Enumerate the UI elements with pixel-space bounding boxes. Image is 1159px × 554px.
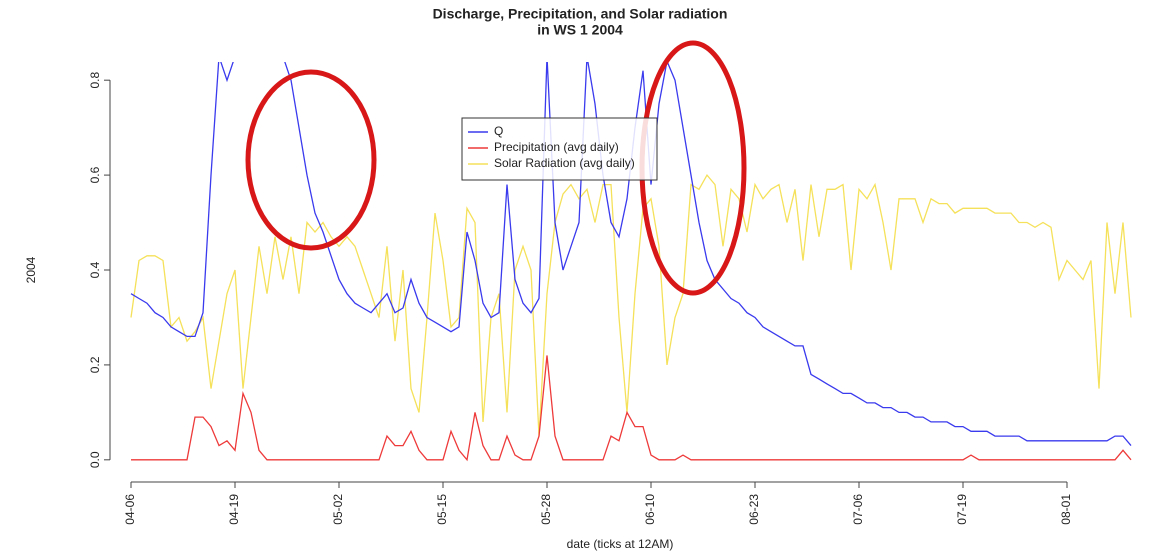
y-tick-label: 0.8 — [88, 72, 102, 89]
chart-subtitle: in WS 1 2004 — [537, 22, 623, 38]
y-tick-label: 0.0 — [88, 451, 102, 468]
legend-label: Q — [494, 124, 503, 138]
x-tick-label: 06-10 — [643, 494, 657, 525]
axes: 0.0 0.2 0.4 0.6 0.8 04-06 04-19 05-02 05-15 05-28… — [88, 72, 1073, 525]
x-tick-label: 04-19 — [227, 494, 241, 525]
series-line — [130, 173, 1132, 437]
y-tick-label: 0.4 — [88, 261, 102, 278]
legend-box — [461, 117, 658, 181]
x-tick-label: 07-19 — [955, 494, 969, 525]
x-tick-label: 06-23 — [747, 494, 761, 525]
series-line — [130, 62, 1132, 447]
legend-label: Precipitation (avg daily) — [494, 140, 619, 154]
x-tick-label: 07-06 — [851, 494, 865, 525]
series-line — [131, 355, 1132, 462]
x-axis-label: date (ticks at 12AM) — [567, 537, 674, 551]
y-tick-label: 0.6 — [88, 166, 102, 183]
y-tick-label: 0.2 — [88, 356, 102, 373]
highlight-ellipse — [245, 69, 377, 251]
x-tick-label: 05-28 — [539, 494, 553, 525]
x-tick-label: 04-06 — [123, 494, 137, 525]
chart-title: Discharge, Precipitation, and Solar radi… — [433, 6, 728, 22]
plot-area — [130, 62, 1132, 462]
legend: Q Precipitation (avg daily) Solar Radiatio… — [461, 117, 658, 181]
y-axis-label: 2004 — [24, 256, 38, 283]
x-tick-label: 08-01 — [1059, 494, 1073, 525]
x-tick-label: 05-15 — [435, 494, 449, 525]
legend-label: Solar Radiation (avg daily) — [494, 156, 635, 170]
x-tick-label: 05-02 — [331, 494, 345, 525]
